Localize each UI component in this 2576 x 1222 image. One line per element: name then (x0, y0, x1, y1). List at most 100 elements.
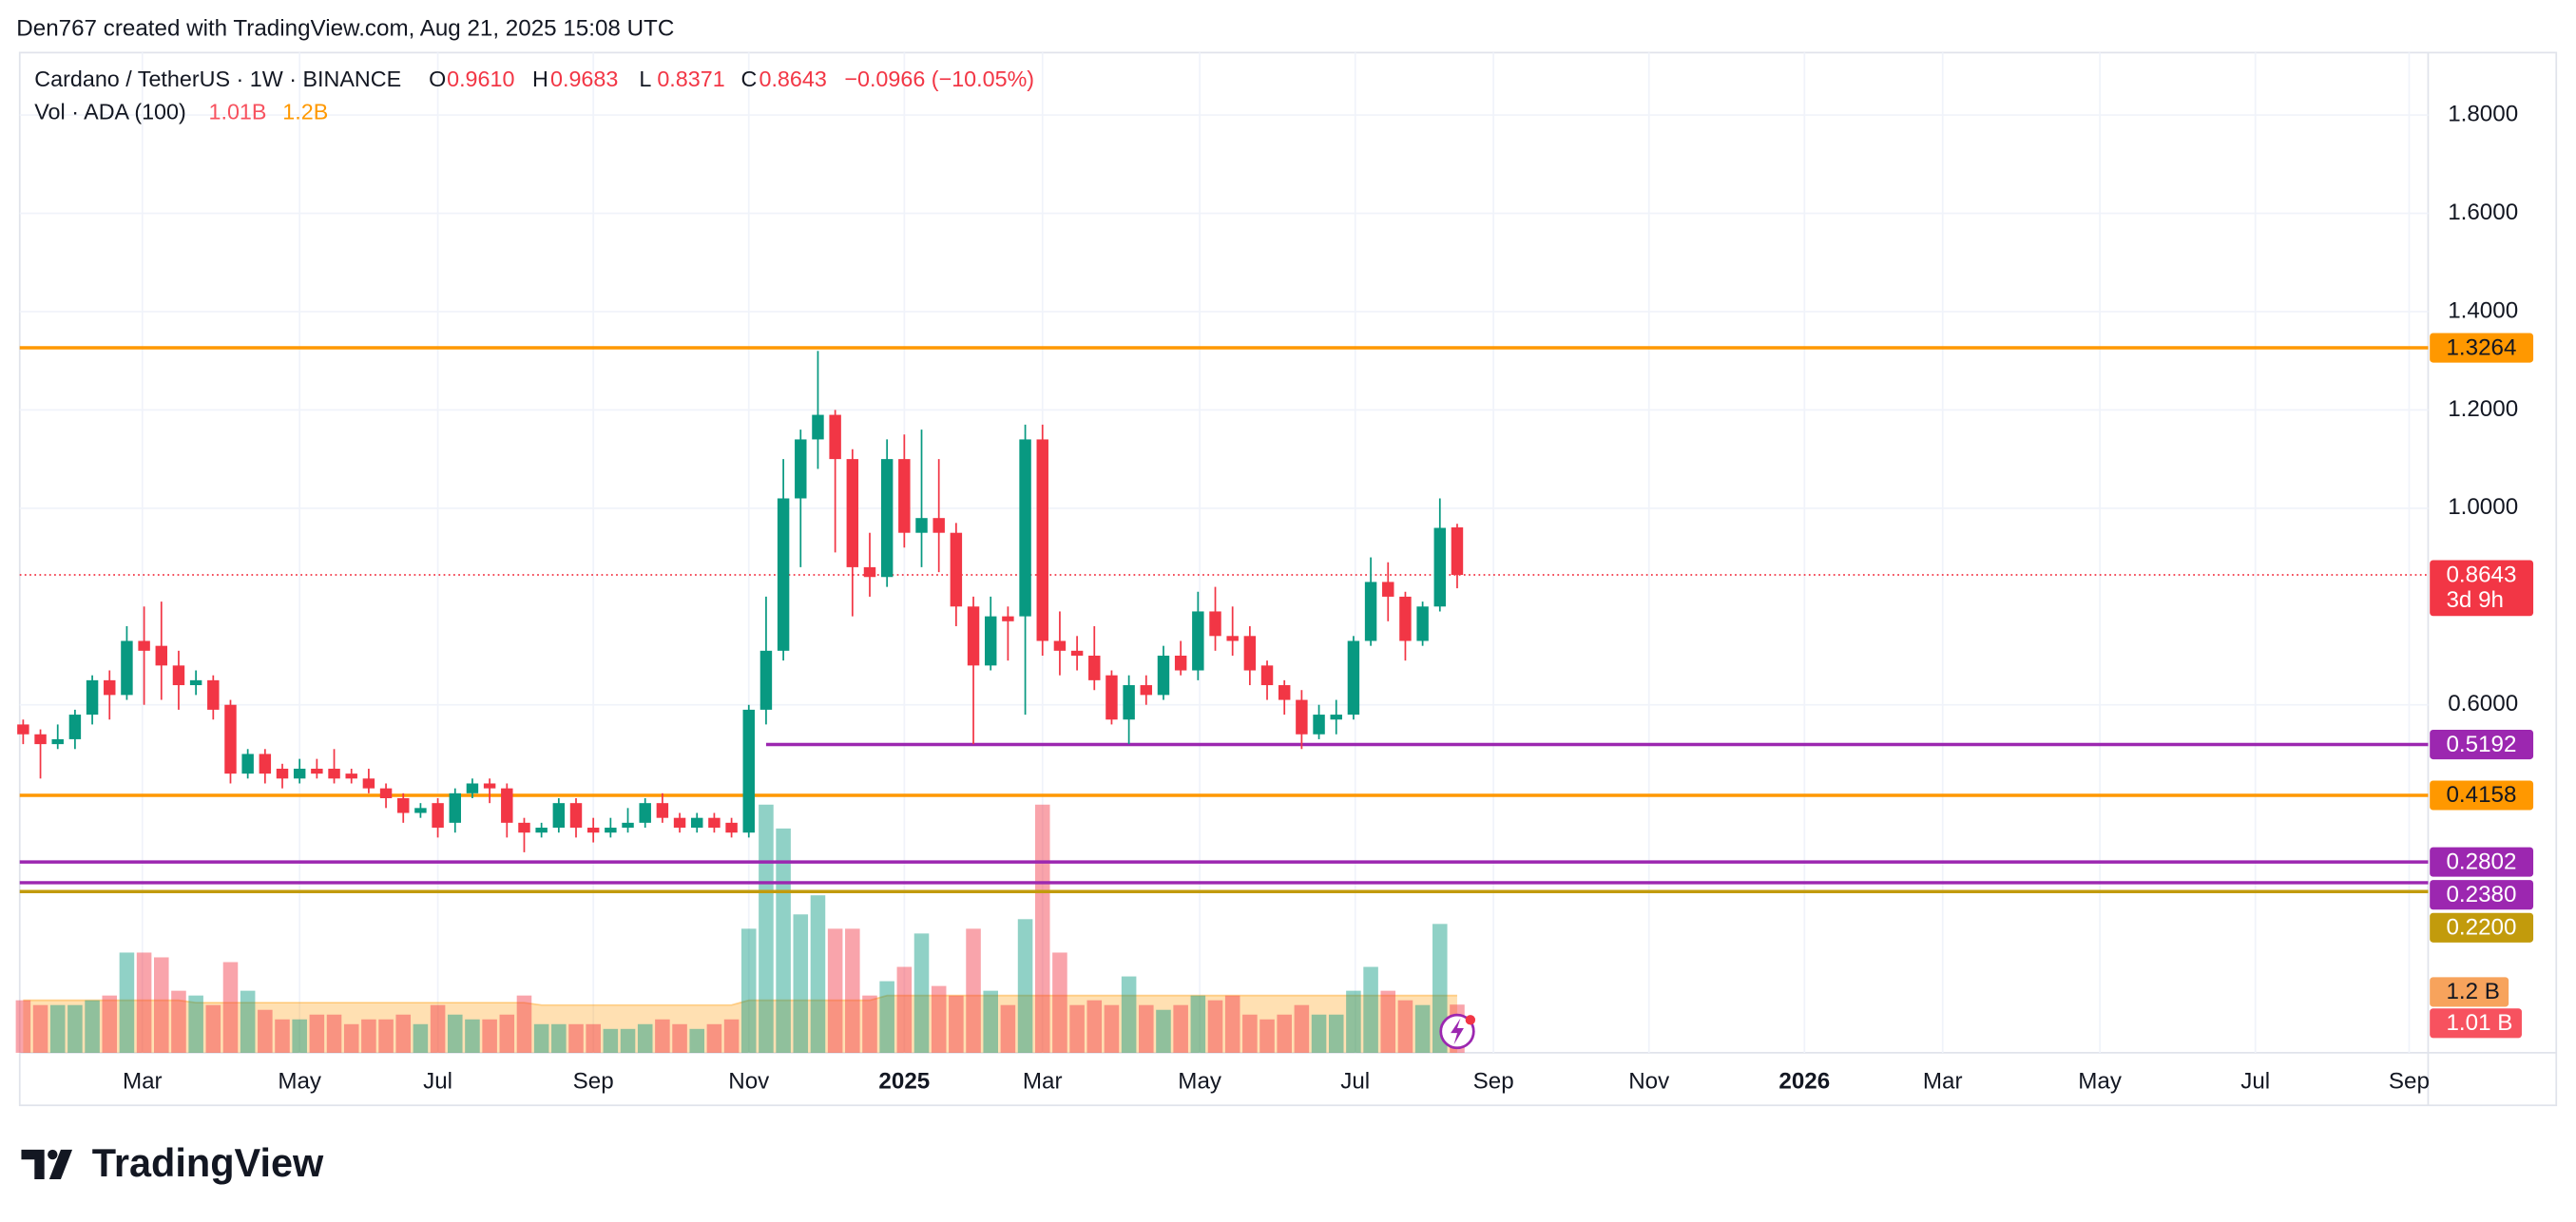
volume-bar (810, 895, 826, 1053)
volume-bar (275, 1019, 290, 1053)
volume-bar (1086, 1000, 1103, 1053)
volume-bar (913, 933, 930, 1053)
candle-body (224, 704, 237, 774)
volume-bar (1259, 1019, 1275, 1053)
candle-body (605, 828, 617, 833)
candle-body (86, 679, 99, 716)
volume-bar (1311, 1014, 1327, 1053)
candle-body (501, 788, 513, 823)
candle-body (932, 518, 945, 533)
volume-bar (689, 1028, 705, 1053)
vol-last-box (2430, 1008, 2522, 1039)
volume-bar (67, 1004, 83, 1053)
level-label: 0.2380 (2446, 882, 2516, 907)
legend-low: 0.8371 (657, 67, 724, 91)
volume-bar (586, 1023, 601, 1053)
volume-bar (205, 1004, 221, 1053)
candle-body (1399, 596, 1412, 641)
candle-body (535, 828, 548, 833)
volume-bar (568, 1023, 584, 1053)
level-label: 0.5192 (2446, 732, 2516, 757)
volume-ma-area (23, 995, 1457, 1053)
y-tick-label: 1.2000 (2448, 396, 2518, 422)
candle-body (449, 792, 461, 823)
labels: 0.6000 1.0000 1.2000 1.4000 1.6000 1.8000 Mar M… (34, 67, 2534, 1094)
volume-bar (516, 995, 532, 1053)
legend-letter: O (429, 67, 446, 91)
candle-body (777, 498, 790, 651)
candle-body (1053, 640, 1067, 651)
candle-body (414, 808, 427, 813)
volume-bar (188, 995, 203, 1053)
volume-bar (49, 1004, 66, 1053)
volume-bar (1052, 952, 1067, 1053)
volume-bar (966, 928, 981, 1053)
price-label: 0.8643 (2446, 562, 2516, 587)
y-tick-label: 1.8000 (2448, 101, 2518, 126)
candle-body (725, 822, 738, 833)
y-tick-label: 0.6000 (2448, 691, 2518, 716)
legend-letter: L (639, 67, 651, 91)
volume-bar (378, 1019, 394, 1053)
volume-bar (465, 1019, 480, 1053)
candle-body (68, 715, 82, 739)
x-tick-label: May (1178, 1068, 1222, 1094)
volume-bar (1380, 990, 1396, 1053)
candle-body (742, 709, 755, 833)
candle-body (1036, 439, 1048, 641)
legend-open: 0.9610 (447, 67, 514, 91)
volume-legend-ma: 1.2B (282, 99, 328, 124)
volume-bar (171, 990, 186, 1053)
vol-ma-box (2430, 977, 2509, 1007)
volume-legend: Vol · ADA (100) (34, 99, 186, 124)
candle-body (1416, 606, 1429, 641)
volume-bar (1069, 1004, 1085, 1053)
volume-bar (1328, 1014, 1344, 1053)
volume-bar (1224, 995, 1240, 1053)
candle-body (1157, 656, 1170, 696)
candle-body (362, 778, 375, 789)
volume-bar (136, 952, 152, 1053)
x-tick-label: Sep (2389, 1068, 2430, 1094)
level-label-box (2430, 880, 2534, 910)
y-tick-label: 1.0000 (2448, 494, 2518, 520)
volume-bar (447, 1014, 463, 1053)
candle-body (1123, 685, 1135, 720)
candle-body (1070, 650, 1084, 657)
level-label: 0.2802 (2446, 849, 2516, 874)
candle-body (915, 518, 928, 533)
volume-bar (1017, 919, 1033, 1053)
x-tick-label: Mar (123, 1068, 163, 1094)
volume-bar (102, 995, 118, 1053)
candle-body (518, 822, 530, 833)
x-tick-label: 2026 (1778, 1068, 1830, 1094)
volume-bar (309, 1014, 325, 1053)
candle-body (967, 606, 980, 666)
candle-body (1278, 685, 1291, 700)
volume-bar (827, 928, 843, 1053)
volume-bar (32, 1004, 48, 1053)
volume-bar (258, 1009, 273, 1053)
volume-bar (845, 928, 860, 1053)
candle-body (708, 817, 721, 829)
volume-bar (1294, 1004, 1310, 1053)
volume-bar (533, 1023, 549, 1053)
price-label-box (2430, 560, 2534, 617)
volume-bar (1277, 1014, 1292, 1053)
y-tick-label: 1.4000 (2448, 297, 2518, 323)
level-label: 0.4158 (2446, 782, 2516, 808)
candle-body (639, 803, 651, 823)
level-label-box (2430, 333, 2534, 363)
brand: TradingView (92, 1140, 324, 1185)
y-tick-label: 1.6000 (2448, 200, 2518, 225)
volume-bar (326, 1014, 342, 1053)
volume-bar (15, 1000, 31, 1053)
candle-body (1433, 527, 1447, 607)
volume-bar (1104, 1004, 1120, 1053)
volume-bar (723, 1019, 740, 1053)
candle-body (1382, 582, 1394, 597)
volume-bar (222, 962, 239, 1053)
candle-body (1088, 656, 1101, 680)
alert-icon (1439, 1013, 1476, 1050)
